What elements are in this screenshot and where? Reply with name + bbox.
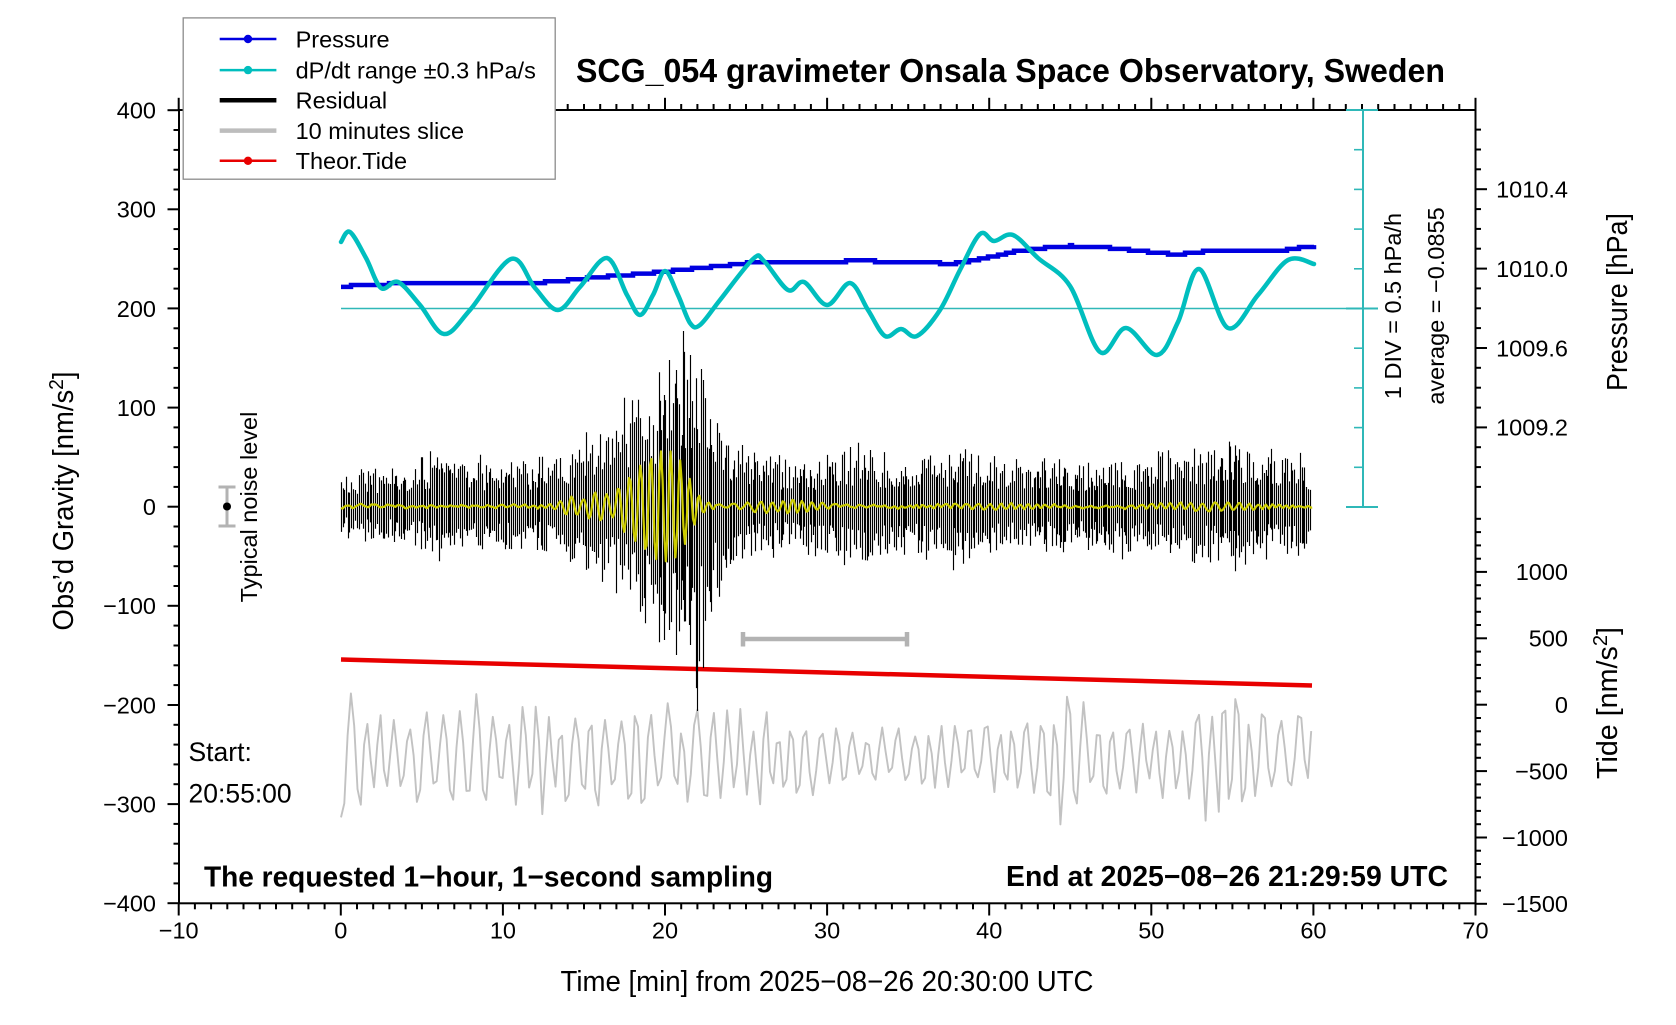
- svg-text:Theor.Tide: Theor.Tide: [296, 148, 407, 174]
- svg-text:End at 2025−08−26 21:29:59 UTC: End at 2025−08−26 21:29:59 UTC: [1006, 861, 1448, 893]
- svg-text:10: 10: [490, 918, 516, 944]
- svg-text:500: 500: [1529, 626, 1568, 652]
- svg-text:300: 300: [117, 197, 156, 223]
- svg-text:70: 70: [1462, 918, 1488, 944]
- svg-text:Typical noise level: Typical noise level: [236, 412, 262, 603]
- svg-text:1009.6: 1009.6: [1496, 335, 1568, 361]
- svg-text:50: 50: [1138, 918, 1164, 944]
- svg-text:1010.0: 1010.0: [1496, 256, 1568, 282]
- svg-text:Pressure [hPa]: Pressure [hPa]: [1602, 213, 1634, 391]
- svg-text:400: 400: [117, 98, 156, 124]
- svg-text:dP/dt range ±0.3 hPa/s: dP/dt range ±0.3 hPa/s: [296, 57, 536, 83]
- svg-text:20:55:00: 20:55:00: [189, 779, 292, 809]
- svg-text:Residual: Residual: [296, 88, 387, 114]
- svg-text:Start:: Start:: [189, 737, 252, 767]
- svg-text:60: 60: [1300, 918, 1326, 944]
- svg-text:−400: −400: [103, 891, 156, 917]
- svg-text:0: 0: [143, 494, 156, 520]
- svg-text:20: 20: [652, 918, 678, 944]
- svg-text:0: 0: [1555, 692, 1568, 718]
- svg-text:−200: −200: [103, 692, 156, 718]
- svg-text:1010.4: 1010.4: [1496, 177, 1568, 203]
- svg-text:Tide [nm/s2]: Tide [nm/s2]: [1590, 627, 1624, 779]
- svg-text:−500: −500: [1515, 758, 1568, 784]
- svg-text:average = −0.0855: average = −0.0855: [1423, 207, 1449, 404]
- svg-text:Time [min] from 2025−08−26 20:: Time [min] from 2025−08−26 20:30:00 UTC: [561, 966, 1094, 998]
- svg-text:1009.2: 1009.2: [1496, 415, 1568, 441]
- svg-text:−10: −10: [159, 918, 199, 944]
- svg-text:Obs’d Gravity [nm/s2]: Obs’d Gravity [nm/s2]: [46, 372, 80, 631]
- svg-text:−1500: −1500: [1502, 891, 1568, 917]
- svg-text:100: 100: [117, 395, 156, 421]
- svg-text:−100: −100: [103, 593, 156, 619]
- svg-text:200: 200: [117, 296, 156, 322]
- svg-text:−300: −300: [103, 791, 156, 817]
- svg-text:−1000: −1000: [1502, 825, 1568, 851]
- svg-text:30: 30: [814, 918, 840, 944]
- svg-text:40: 40: [976, 918, 1002, 944]
- svg-text:Pressure: Pressure: [296, 26, 390, 52]
- svg-text:0: 0: [334, 918, 347, 944]
- svg-text:The requested 1−hour, 1−second: The requested 1−hour, 1−second sampling: [204, 862, 773, 894]
- svg-text:1 DIV = 0.5 hPa/h: 1 DIV = 0.5 hPa/h: [1380, 213, 1406, 399]
- svg-text:SCG_054 gravimeter Onsala Spac: SCG_054 gravimeter Onsala Space Observat…: [576, 52, 1445, 89]
- svg-text:10 minutes slice: 10 minutes slice: [296, 118, 465, 144]
- svg-text:1000: 1000: [1516, 559, 1568, 585]
